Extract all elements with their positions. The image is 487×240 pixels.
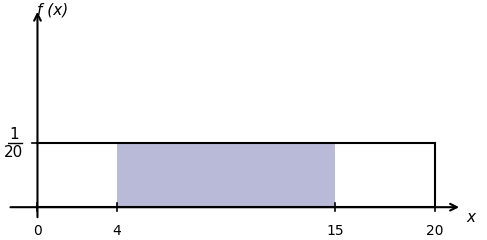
Text: f (x): f (x): [37, 3, 69, 18]
Text: 20: 20: [426, 224, 443, 238]
Text: 4: 4: [112, 224, 121, 238]
Bar: [117, 143, 336, 207]
Text: 15: 15: [326, 224, 344, 238]
Text: x: x: [467, 210, 475, 225]
Text: 1: 1: [9, 127, 19, 142]
Text: 20: 20: [4, 144, 23, 160]
Text: 0: 0: [33, 224, 42, 238]
